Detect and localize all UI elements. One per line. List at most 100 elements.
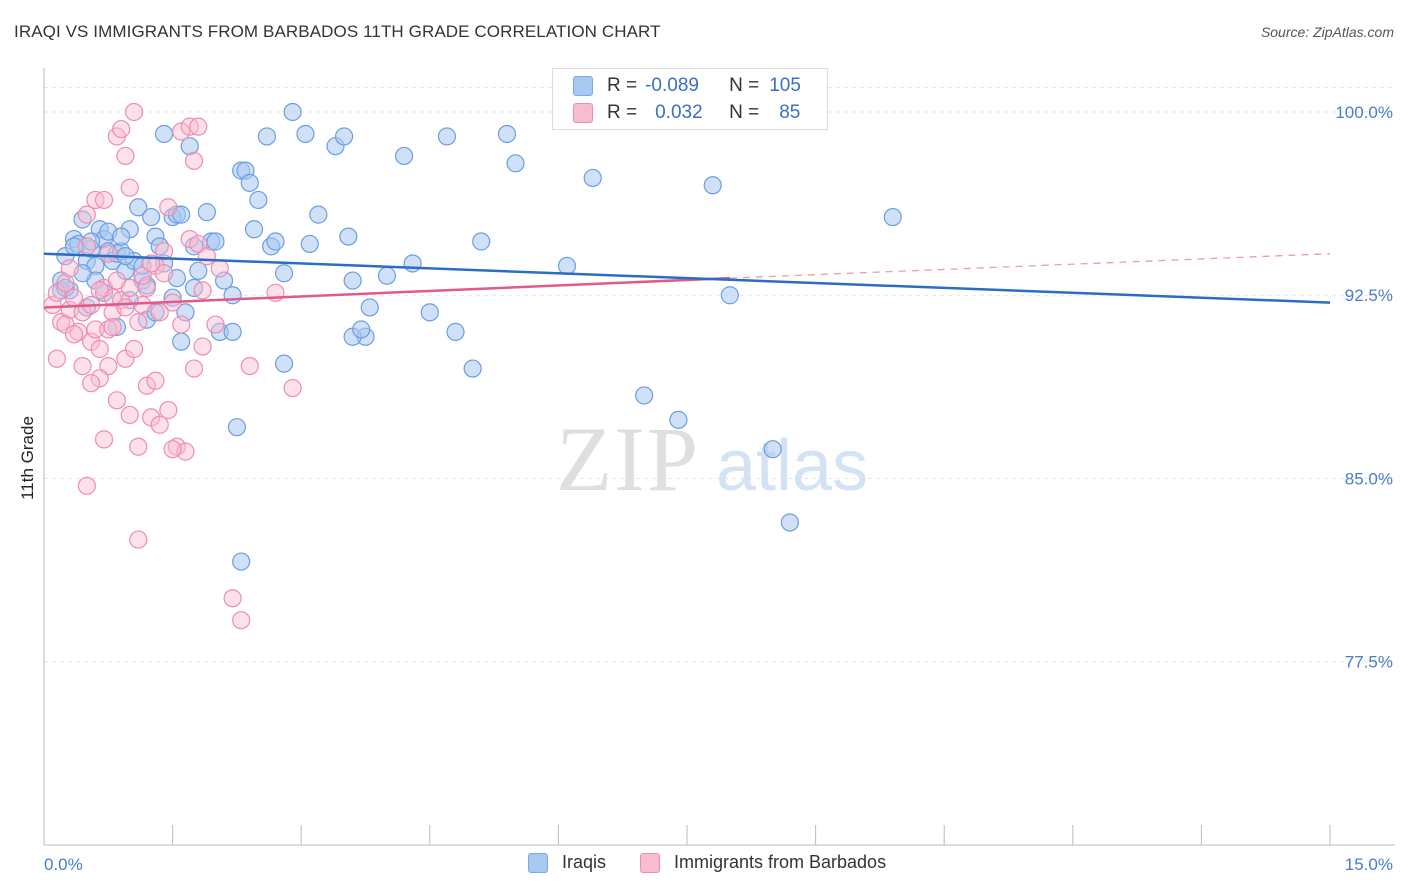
y-tick-label: 77.5% — [1345, 653, 1393, 672]
stats-legend: R = -0.089 N = 105 R = 0.032 N = 85 — [552, 68, 828, 130]
data-point-barbados — [193, 281, 212, 300]
legend-label-barbados: Immigrants from Barbados — [674, 852, 887, 872]
data-point-iraqis — [227, 418, 246, 437]
data-point-barbados — [142, 254, 161, 273]
watermark-atlas: atlas — [716, 426, 868, 506]
data-point-iraqis — [437, 127, 457, 146]
y-tick-labels: 77.5% 85.0% 92.5% 100.0% — [1335, 103, 1393, 672]
data-point-barbados — [129, 313, 148, 332]
trend-line-iraqis — [43, 252, 1331, 304]
n-label: N = — [729, 102, 760, 123]
data-point-iraqis — [129, 198, 148, 217]
data-point-barbados — [172, 122, 191, 141]
data-point-iraqis — [394, 146, 414, 166]
trend-line-barbados-extension — [729, 253, 1331, 279]
data-point-iraqis — [266, 232, 285, 251]
data-point-iraqis — [763, 440, 782, 459]
data-point-iraqis — [189, 261, 208, 280]
data-point-barbados — [107, 391, 126, 410]
data-point-barbados — [116, 146, 135, 166]
source-label: Source: ZipAtlas.com — [1260, 24, 1394, 40]
data-point-barbados — [210, 259, 229, 278]
data-point-iraqis — [112, 227, 131, 246]
data-point-barbados — [94, 190, 114, 210]
trend-line-barbados — [43, 276, 730, 309]
data-point-barbados — [283, 378, 302, 398]
data-point-barbados — [77, 237, 96, 256]
data-point-barbados — [193, 337, 212, 356]
r-value-barbados: 0.032 — [655, 102, 703, 123]
data-point-iraqis — [339, 227, 358, 246]
data-point-barbados — [64, 325, 84, 344]
data-point-barbados — [159, 400, 178, 420]
data-point-barbados — [90, 369, 109, 388]
stats-row-iraqis: R = -0.089 N = 105 — [573, 73, 801, 99]
data-point-iraqis — [420, 303, 439, 322]
data-point-barbados — [133, 295, 152, 315]
data-point-iraqis — [780, 513, 799, 532]
data-point-barbados — [146, 371, 165, 390]
data-point-barbados — [150, 415, 169, 434]
data-point-barbados — [73, 356, 92, 376]
data-point-barbados — [197, 247, 216, 266]
stats-row-barbados: R = 0.032 N = 85 — [573, 100, 800, 126]
data-point-barbados — [77, 205, 96, 224]
data-point-iraqis — [463, 359, 482, 378]
data-point-barbados — [120, 405, 139, 425]
data-point-iraqis — [309, 205, 328, 224]
data-point-barbados — [206, 315, 225, 334]
n-value-barbados: 85 — [779, 102, 801, 123]
data-point-iraqis — [506, 154, 525, 173]
bottom-legend: Iraqis Immigrants from Barbados — [0, 852, 1406, 878]
data-point-barbados — [180, 229, 199, 249]
data-point-barbados — [184, 359, 204, 378]
legend-label-iraqis: Iraqis — [562, 852, 607, 872]
y-tick-label: 85.0% — [1345, 469, 1393, 488]
data-point-iraqis — [300, 234, 319, 254]
data-point-iraqis — [257, 127, 277, 146]
data-point-iraqis — [232, 552, 251, 571]
y-axis-label: 11th Grade — [18, 416, 37, 500]
data-point-barbados — [90, 339, 109, 359]
data-point-barbados — [82, 374, 101, 393]
iraqis-points — [52, 102, 902, 571]
data-point-barbados — [223, 589, 242, 608]
data-point-iraqis — [142, 207, 161, 227]
data-point-iraqis — [352, 320, 371, 339]
watermark: ZIP atlas — [556, 408, 868, 510]
data-point-iraqis — [274, 354, 294, 373]
data-point-barbados — [94, 430, 114, 449]
data-point-iraqis — [244, 220, 264, 239]
legend-swatch-barbados — [640, 852, 660, 873]
data-point-barbados — [124, 339, 144, 359]
data-point-iraqis — [249, 190, 268, 210]
trend-lines — [43, 252, 1331, 309]
data-point-iraqis — [180, 137, 199, 156]
data-point-barbados — [129, 437, 148, 456]
data-point-barbados — [120, 178, 139, 197]
data-point-barbados — [99, 244, 118, 263]
data-point-iraqis — [360, 298, 379, 317]
data-point-barbados — [154, 242, 174, 261]
axes — [43, 68, 1395, 846]
data-point-iraqis — [883, 207, 902, 227]
data-point-iraqis — [223, 322, 242, 341]
stats-swatch-barbados — [573, 103, 593, 123]
data-point-iraqis — [334, 127, 354, 146]
data-point-barbados — [232, 611, 251, 630]
data-point-iraqis — [377, 266, 397, 285]
data-point-barbados — [172, 315, 191, 334]
data-point-barbados — [240, 356, 259, 376]
data-point-barbados — [124, 102, 144, 122]
data-point-barbados — [90, 281, 109, 300]
data-point-iraqis — [669, 410, 688, 429]
data-point-barbados — [129, 530, 148, 549]
data-point-barbados — [103, 317, 122, 337]
data-point-iraqis — [172, 332, 191, 351]
r-label: R = — [607, 102, 638, 123]
data-point-iraqis — [343, 271, 362, 290]
data-point-iraqis — [223, 286, 242, 305]
data-point-barbados — [150, 303, 169, 322]
data-point-barbados — [184, 151, 204, 170]
